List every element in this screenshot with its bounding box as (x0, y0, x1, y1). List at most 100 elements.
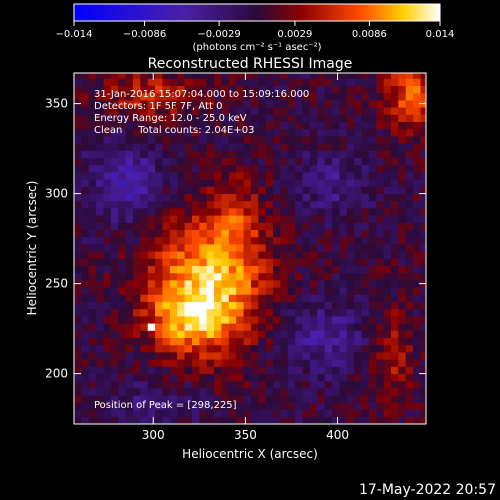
heatmap-cell (74, 402, 82, 410)
heatmap-cell (103, 85, 112, 94)
heatmap-cell (110, 280, 119, 288)
heatmap-cell (361, 337, 370, 346)
heatmap-cell (103, 92, 112, 101)
heatmap-cell (184, 344, 193, 353)
heatmap-cell (339, 172, 348, 180)
heatmap-cell (118, 92, 126, 101)
heatmap-cell (295, 121, 303, 130)
heatmap-cell (376, 409, 385, 418)
heatmap-cell (258, 251, 267, 259)
heatmap-cell (125, 272, 134, 281)
heatmap-cell (103, 100, 112, 108)
heatmap-cell (125, 186, 134, 194)
heatmap-cell (383, 280, 392, 288)
heatmap-cell (390, 402, 399, 410)
heatmap-cell (295, 200, 303, 209)
heatmap-cell (346, 294, 355, 302)
heatmap-cell (74, 352, 82, 360)
heatmap-cell (390, 164, 399, 173)
heatmap-cell (383, 172, 392, 180)
heatmap-cell (228, 128, 237, 137)
heatmap-cell (420, 373, 426, 382)
heatmap-cell (228, 330, 237, 338)
heatmap-cell (221, 73, 230, 79)
heatmap-cell (405, 409, 414, 418)
heatmap-cell (390, 157, 399, 166)
heatmap-cell (346, 193, 355, 202)
heatmap-cell (81, 308, 90, 317)
heatmap-cell (361, 236, 370, 245)
heatmap-cell (243, 323, 252, 331)
heatmap-cell (96, 222, 104, 230)
heatmap-cell (140, 409, 149, 418)
heatmap-cell (125, 344, 134, 353)
heatmap-cell (317, 409, 326, 418)
heatmap-cell (221, 330, 230, 338)
heatmap-cell (413, 179, 421, 187)
heatmap-cell (376, 143, 385, 151)
heatmap-cell (221, 251, 230, 259)
heatmap-cell (398, 136, 407, 144)
heatmap-cell (390, 416, 399, 424)
heatmap-cell (346, 265, 355, 274)
heatmap-cell (361, 373, 370, 382)
heatmap-cell (295, 128, 303, 137)
heatmap-cell (405, 215, 414, 223)
heatmap-cell (405, 380, 414, 389)
heatmap-cell (206, 388, 215, 396)
heatmap-cell (103, 193, 112, 202)
heatmap-cell (155, 143, 163, 151)
heatmap-cell (236, 215, 244, 223)
heatmap-cell (309, 200, 318, 209)
heatmap-cell (199, 229, 208, 238)
heatmap-cell (243, 287, 252, 295)
heatmap-cell (96, 172, 104, 180)
heatmap-cell (96, 236, 104, 245)
heatmap-cell (236, 186, 244, 194)
heatmap-cell (265, 380, 274, 389)
heatmap-cell (376, 294, 385, 302)
heatmap-cell (405, 388, 414, 396)
heatmap-cell (191, 172, 200, 180)
heatmap-cell (81, 294, 90, 302)
heatmap-cell (221, 395, 230, 403)
heatmap-cell (354, 301, 362, 310)
heatmap-cell (398, 388, 407, 396)
heatmap-cell (206, 359, 215, 367)
heatmap-cell (273, 294, 281, 302)
heatmap-cell (420, 85, 426, 94)
heatmap-cell (199, 208, 208, 216)
heatmap-cell (302, 193, 311, 202)
heatmap-cell (280, 301, 289, 310)
heatmap-cell (132, 366, 141, 374)
heatmap-cell (236, 337, 244, 346)
heatmap-cell (125, 100, 134, 108)
heatmap-cell (140, 272, 149, 281)
heatmap-cell (103, 366, 112, 374)
heatmap-cell (324, 164, 333, 173)
heatmap-cell (147, 308, 156, 317)
heatmap-cell (324, 402, 333, 410)
heatmap-cell (191, 294, 200, 302)
heatmap-cell (140, 215, 149, 223)
heatmap-cell (420, 186, 426, 194)
heatmap-cell (346, 179, 355, 187)
heatmap-cell (214, 308, 222, 317)
heatmap-cell (243, 395, 252, 403)
heatmap-cell (287, 208, 296, 216)
heatmap-cell (140, 193, 149, 202)
heatmap-cell (413, 186, 421, 194)
heatmap-cell (103, 150, 112, 158)
heatmap-cell (110, 179, 119, 187)
heatmap-cell (339, 136, 348, 144)
heatmap-cell (74, 308, 82, 317)
heatmap-cell (346, 121, 355, 130)
heatmap-cell (324, 272, 333, 281)
heatmap-cell (332, 380, 340, 389)
heatmap-cell (420, 409, 426, 418)
heatmap-cell (361, 294, 370, 302)
heatmap-cell (273, 373, 281, 382)
heatmap-cell (317, 330, 326, 338)
heatmap-cell (228, 352, 237, 360)
heatmap-cell (405, 128, 414, 137)
